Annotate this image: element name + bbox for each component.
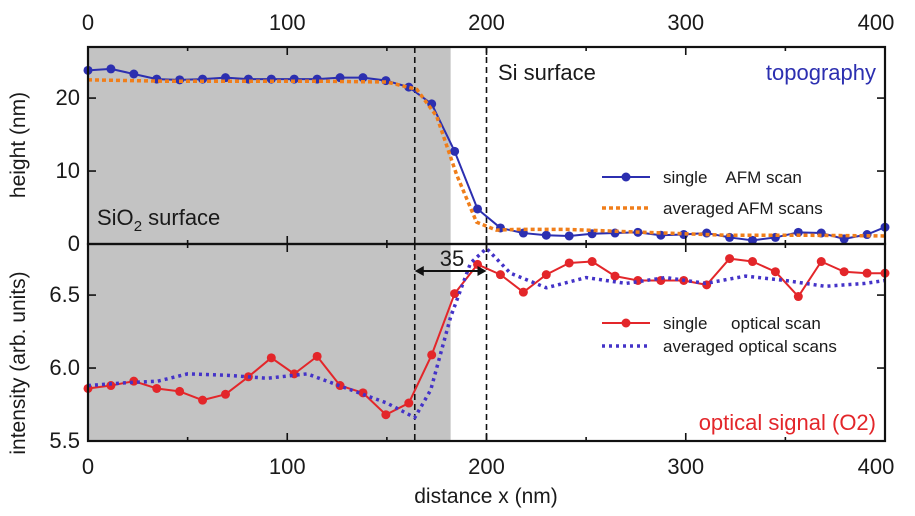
data-point [404,398,414,408]
data-point [266,353,276,363]
legend-marker-afm-single [621,172,631,182]
data-point [358,73,368,83]
data-point [770,267,780,277]
series-line-afm_avg [87,78,886,238]
data-point [198,395,208,405]
data-point [220,389,230,399]
data-point [495,270,505,280]
legend-marker-optical-single [621,318,631,328]
top-x-tick-label: 100 [269,10,306,35]
bottom-x-tick-label: 0 [82,454,94,479]
data-point [450,146,460,156]
legend-label-afm-single: single AFM scan [663,168,802,187]
sio2-subscript: 2 [134,218,142,235]
data-point [106,64,116,74]
bottom-legend: single optical scan averaged optical sca… [602,314,837,356]
data-point [564,258,574,268]
top-x-tick-label: 300 [667,10,704,35]
data-point [793,227,803,237]
width-dimension-arrow [414,266,487,276]
y-tick-label: 10 [56,158,80,183]
width-dimension-label: 35 [440,246,464,271]
x-axis-title: distance x (nm) [414,485,558,508]
data-point [152,383,162,393]
data-point [839,267,849,277]
top-x-tick-labels: 0 100 200 300 400 [82,10,894,35]
bottom-x-tick-labels: 0 100 200 300 400 [82,454,894,479]
bottom-x-tick-label: 200 [468,454,505,479]
sio2-main-text: SiO [97,205,134,230]
top-x-tick-label: 0 [82,10,94,35]
bottom-x-tick-label: 400 [858,454,895,479]
data-point [816,257,826,267]
boundary-dashed-lines [413,47,488,441]
legend-label-optical-avg: averaged optical scans [663,337,837,356]
dimension-arrowhead-right [477,266,487,276]
data-point [541,270,551,280]
sio2-rest-text: surface [142,205,220,230]
y-tick-label: 5.5 [49,428,80,453]
data-point [518,287,528,297]
bottom-panel-series [83,246,890,420]
data-point [175,386,185,396]
y-tick-label: 0 [68,231,80,256]
sio2-shaded-region-bottom [88,244,451,441]
si-surface-label: Si surface [498,60,596,85]
data-point [473,204,483,214]
sio2-surface-label: SiO2 surface [97,205,220,235]
top-legend: single AFM scan averaged AFM scans [602,168,823,218]
legend-label-optical-single: single optical scan [663,314,821,333]
data-point [747,235,757,245]
bottom-x-tick-label: 300 [667,454,704,479]
data-point [427,350,437,360]
data-point [129,69,139,79]
top-x-tick-label: 200 [468,10,505,35]
data-point [862,268,872,278]
y-tick-labels: 0 10 20 5.5 6.0 6.5 [49,85,80,453]
series-line-opt_avg [87,246,886,420]
bottom-x-tick-label: 100 [269,454,306,479]
top-x-tick-label: 400 [858,10,895,35]
optical-signal-label: optical signal (O2) [699,410,876,435]
bottom-y-axis-title: intensity (arb. units) [7,271,30,454]
data-point [381,410,391,420]
topography-label: topography [766,60,876,85]
data-point [312,351,322,361]
data-point [587,257,597,267]
data-point [793,292,803,302]
axis-ticks [87,47,886,442]
data-point [747,257,757,267]
data-point [725,254,735,264]
data-point [450,289,460,299]
legend-label-afm-avg: averaged AFM scans [663,199,823,218]
y-tick-label: 6.0 [49,355,80,380]
data-point [541,230,551,240]
top-y-axis-title: height (nm) [7,92,30,198]
data-point [610,271,620,281]
dimension-arrowhead-left [414,266,424,276]
y-tick-label: 20 [56,85,80,110]
y-tick-label: 6.5 [49,282,80,307]
data-point [564,231,574,241]
data-point [473,259,483,269]
top-panel-series [83,64,890,245]
